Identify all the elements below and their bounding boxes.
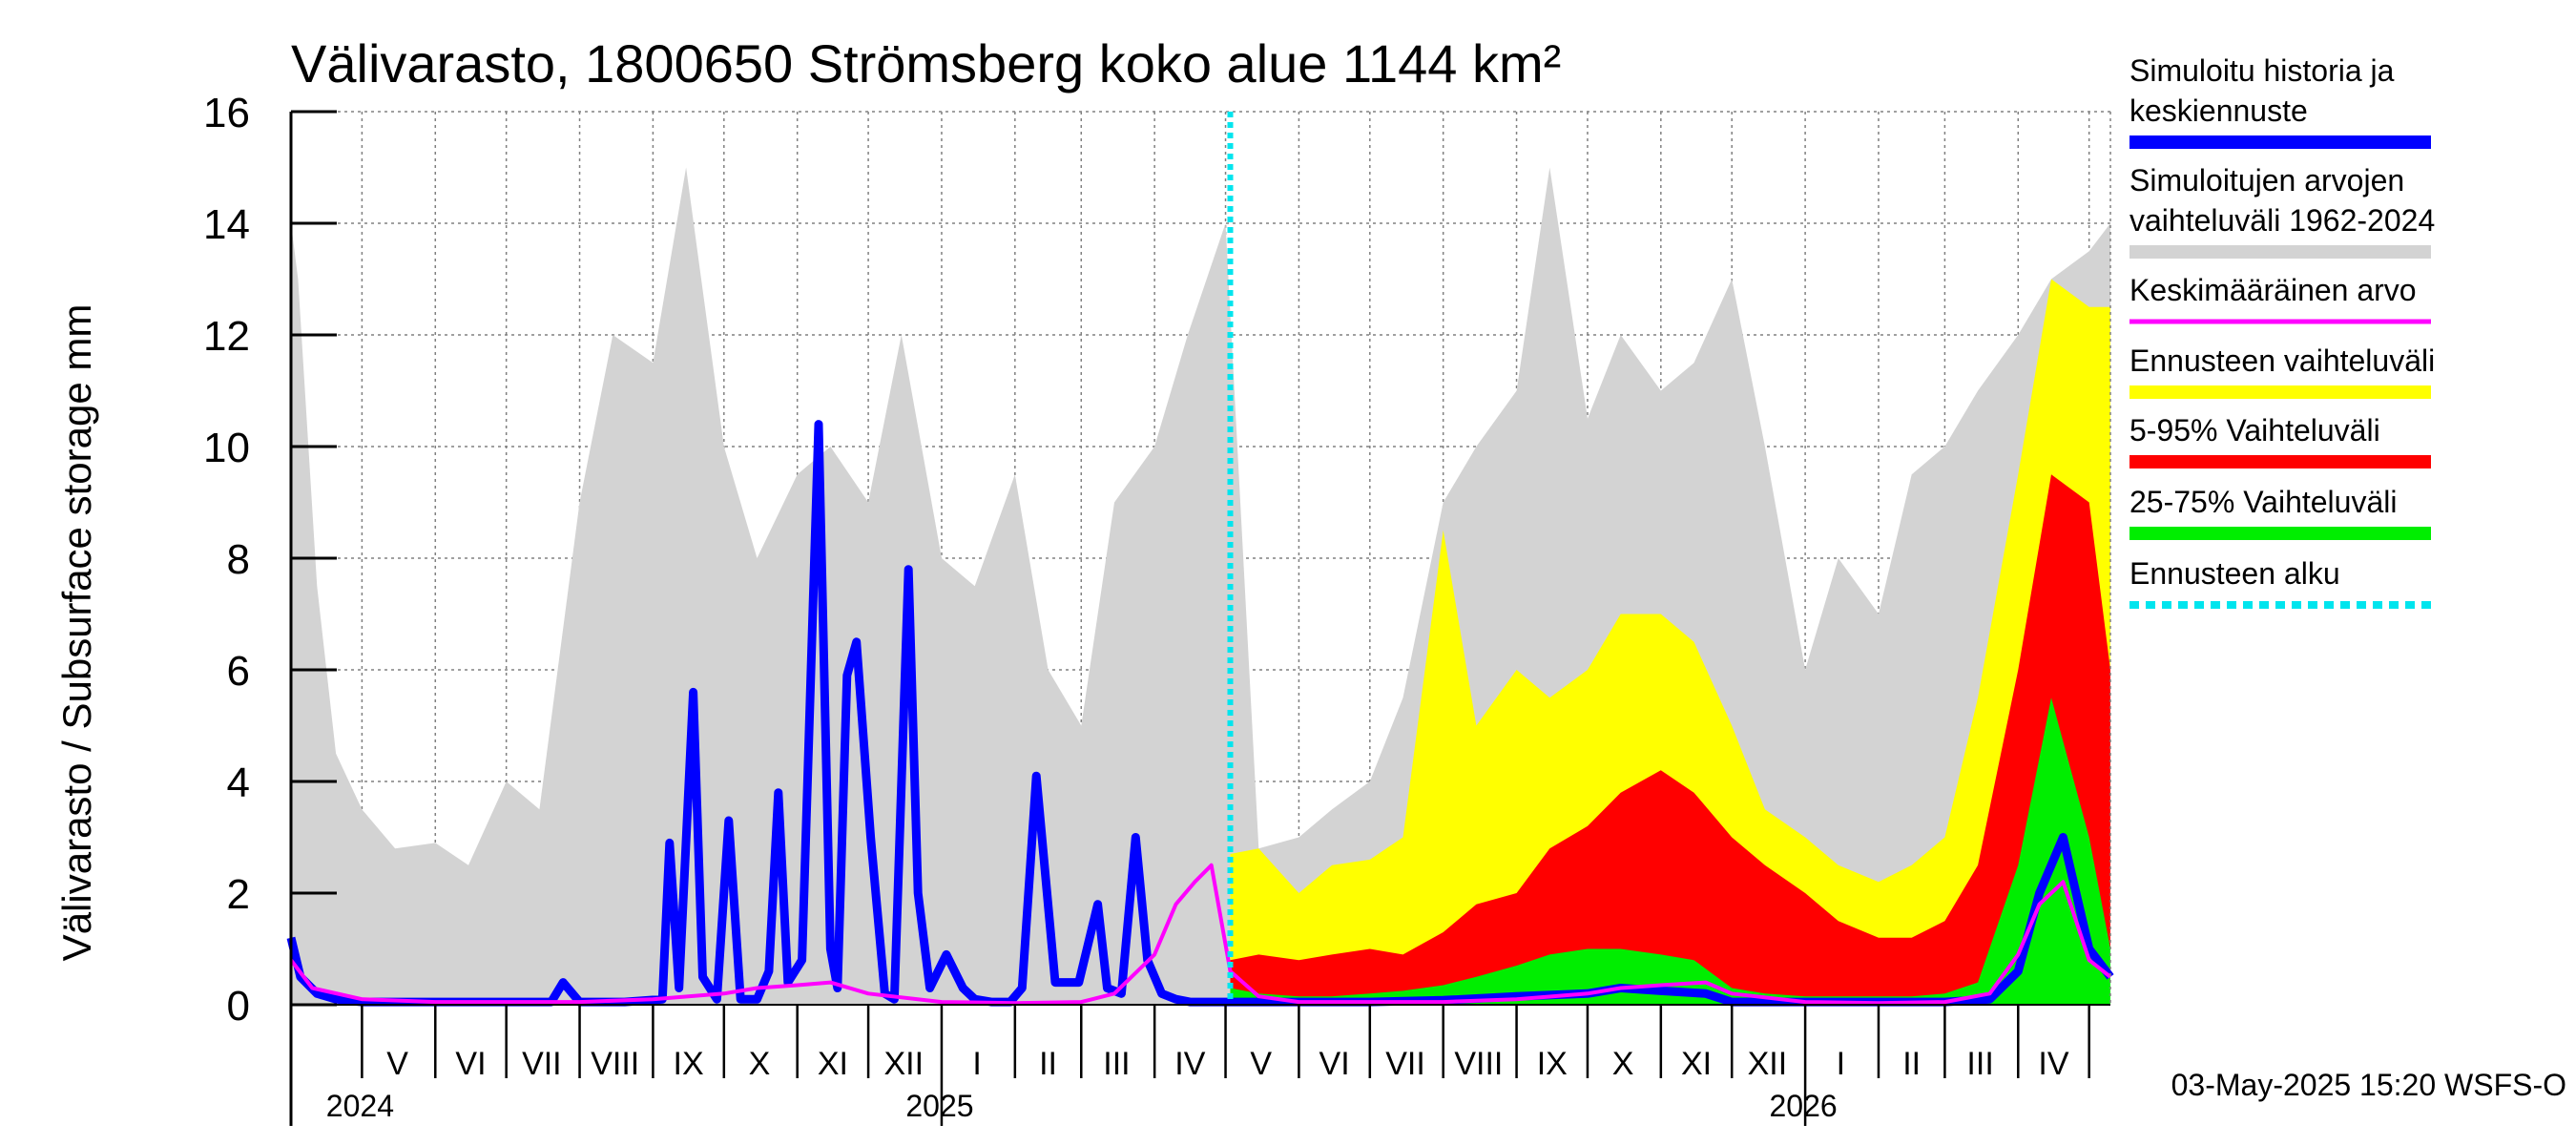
month-label: II — [1902, 1046, 1921, 1082]
month-label: X — [1612, 1046, 1634, 1082]
y-tick-label: 4 — [227, 760, 250, 806]
month-label: VIII — [1454, 1046, 1503, 1082]
legend-label: 25-75% Vaihteluväli — [2129, 485, 2397, 519]
legend-label: 5-95% Vaihteluväli — [2129, 413, 2380, 448]
month-label: VIII — [591, 1046, 639, 1082]
legend-label: Keskimääräinen arvo — [2129, 273, 2417, 307]
legend: Simuloitu historia ja keskiennuste Simuloi… — [2129, 53, 2435, 609]
year-label: 2026 — [1770, 1089, 1838, 1123]
month-label: XI — [1681, 1046, 1712, 1082]
year-label: 2024 — [326, 1089, 394, 1123]
y-tick-label: 14 — [203, 201, 250, 248]
month-label: II — [1039, 1046, 1057, 1082]
chart-title: Välivarasto, 1800650 Strömsberg koko alu… — [291, 33, 1561, 94]
month-label: V — [386, 1046, 408, 1082]
legend-label: Simuloitujen arvojen — [2129, 163, 2404, 198]
month-label: VII — [522, 1046, 562, 1082]
month-label: IX — [1537, 1046, 1568, 1082]
month-label: IV — [1174, 1046, 1205, 1082]
legend-label: Ennusteen vaihteluväli — [2129, 344, 2435, 378]
series-band-3 — [1230, 697, 2110, 1005]
legend-label: Simuloitu historia ja — [2129, 53, 2395, 88]
month-label: III — [1966, 1046, 1993, 1082]
month-label: VII — [1385, 1046, 1425, 1082]
legend-label: Ennusteen alku — [2129, 556, 2340, 591]
y-tick-label: 0 — [227, 983, 250, 1030]
month-label: V — [1250, 1046, 1272, 1082]
timestamp-footer: 03-May-2025 15:20 WSFS-O — [2171, 1068, 2566, 1102]
year-label: 2025 — [905, 1089, 973, 1123]
month-label: XI — [818, 1046, 848, 1082]
y-axis-label: Välivarasto / Subsurface storage mm — [54, 304, 99, 962]
y-tick-label: 6 — [227, 648, 250, 695]
y-tick-label: 12 — [203, 313, 250, 360]
series-line-5 — [289, 863, 2112, 1006]
y-tick-label: 8 — [227, 536, 250, 583]
legend-label: keskiennuste — [2129, 94, 2308, 128]
y-tick-label: 16 — [203, 90, 250, 136]
month-label: X — [749, 1046, 771, 1082]
y-tick-label: 2 — [227, 871, 250, 918]
month-label: III — [1103, 1046, 1130, 1082]
series-band-1 — [1230, 279, 2110, 1005]
month-label: VI — [1319, 1046, 1350, 1082]
month-label: IV — [2038, 1046, 2068, 1082]
month-label: XII — [1748, 1046, 1788, 1082]
month-label: VI — [455, 1046, 486, 1082]
month-label: XII — [883, 1046, 924, 1082]
month-label: I — [1837, 1046, 1845, 1082]
y-tick-label: 10 — [203, 425, 250, 471]
month-label: IX — [674, 1046, 704, 1082]
month-label: I — [972, 1046, 981, 1082]
legend-label: vaihteluväli 1962-2024 — [2129, 203, 2435, 238]
